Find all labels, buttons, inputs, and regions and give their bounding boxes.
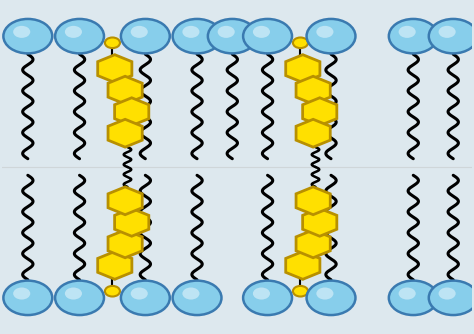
Polygon shape (296, 230, 330, 258)
Circle shape (243, 281, 292, 315)
Circle shape (131, 288, 148, 300)
Circle shape (293, 37, 308, 48)
Circle shape (438, 288, 456, 300)
Circle shape (105, 37, 120, 48)
Circle shape (3, 281, 52, 315)
Polygon shape (115, 98, 149, 126)
Circle shape (399, 26, 416, 38)
Circle shape (293, 286, 308, 297)
Polygon shape (98, 55, 132, 82)
Circle shape (131, 26, 148, 38)
Polygon shape (296, 76, 330, 104)
Circle shape (3, 19, 52, 53)
Circle shape (389, 281, 438, 315)
Polygon shape (108, 76, 142, 104)
Circle shape (55, 19, 104, 53)
Polygon shape (108, 230, 142, 258)
Polygon shape (296, 187, 330, 215)
Circle shape (316, 26, 333, 38)
Circle shape (253, 288, 270, 300)
Circle shape (121, 281, 170, 315)
Circle shape (307, 281, 356, 315)
Polygon shape (302, 208, 337, 236)
Circle shape (438, 26, 456, 38)
Circle shape (218, 26, 235, 38)
Circle shape (13, 288, 30, 300)
Polygon shape (108, 119, 142, 147)
Circle shape (13, 26, 30, 38)
Circle shape (307, 19, 356, 53)
Circle shape (429, 281, 474, 315)
Circle shape (389, 19, 438, 53)
Circle shape (105, 286, 120, 297)
Circle shape (316, 288, 333, 300)
Circle shape (253, 26, 270, 38)
Circle shape (208, 19, 257, 53)
Polygon shape (302, 98, 337, 126)
Circle shape (65, 26, 82, 38)
Circle shape (243, 19, 292, 53)
Circle shape (65, 288, 82, 300)
Polygon shape (98, 252, 132, 279)
Circle shape (182, 288, 200, 300)
Circle shape (182, 26, 200, 38)
Polygon shape (296, 119, 330, 147)
Polygon shape (115, 208, 149, 236)
Circle shape (399, 288, 416, 300)
Circle shape (429, 19, 474, 53)
Polygon shape (286, 252, 320, 279)
Circle shape (55, 281, 104, 315)
Polygon shape (108, 187, 142, 215)
Polygon shape (286, 55, 320, 82)
Circle shape (173, 281, 221, 315)
Circle shape (121, 19, 170, 53)
Circle shape (173, 19, 221, 53)
